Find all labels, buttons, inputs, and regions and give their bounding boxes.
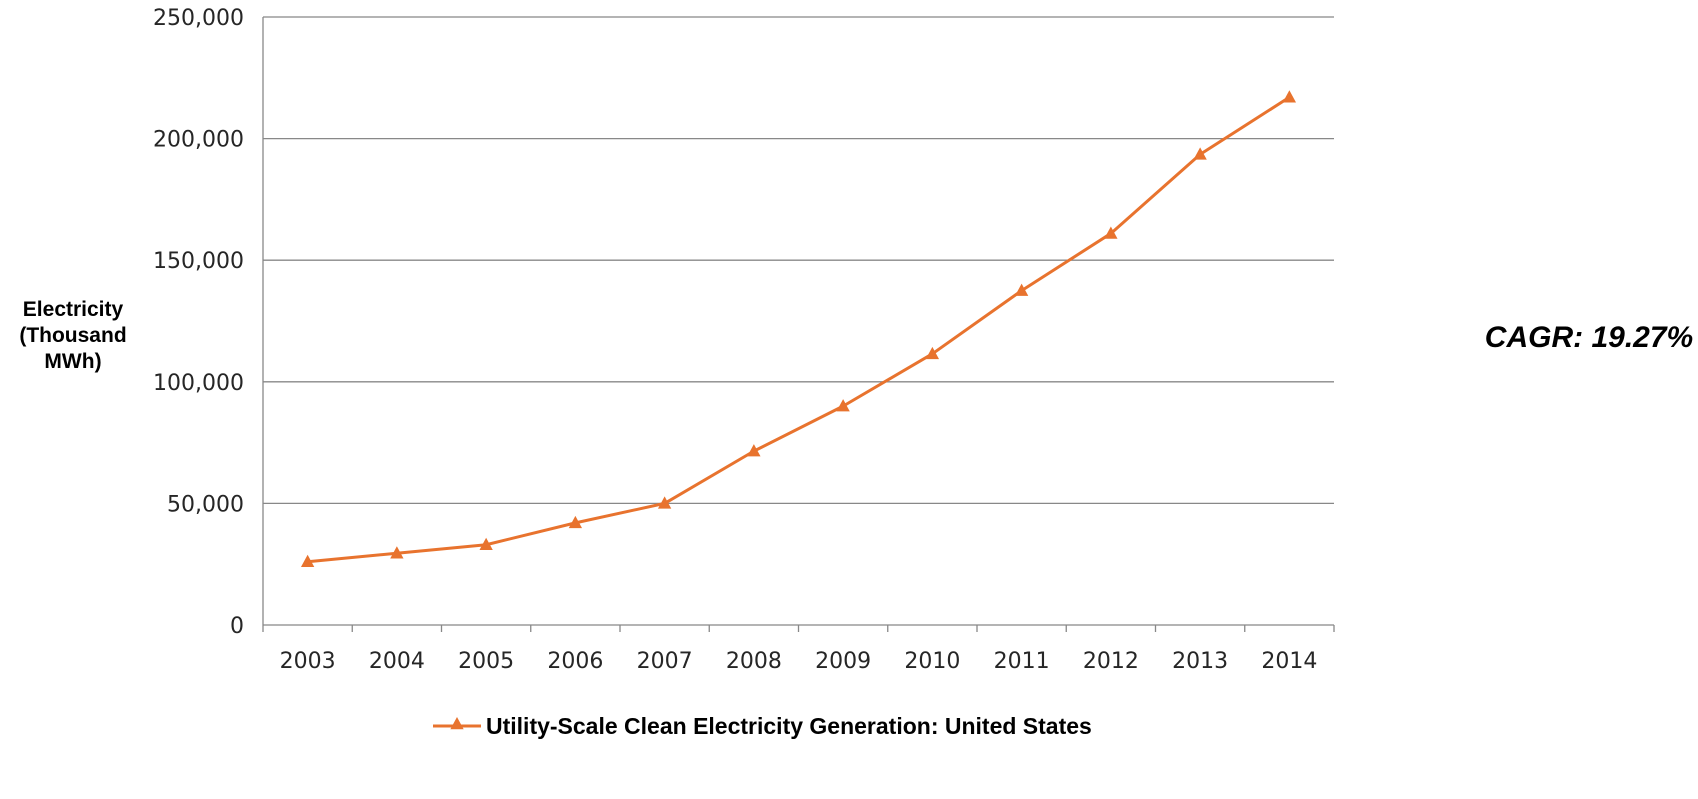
x-tick-label: 2009 (815, 649, 871, 674)
y-axis-label-line-1: Electricity (23, 298, 124, 321)
series-line (307, 95, 1291, 564)
y-tick-label: 50,000 (167, 492, 244, 517)
legend-label: Utility-Scale Clean Electricity Generati… (486, 713, 1092, 739)
data-point-marker (747, 444, 761, 457)
data-point-marker (1014, 283, 1029, 296)
y-axis-label-line-2: (Thousand (19, 324, 126, 347)
y-tick-label: 0 (230, 614, 244, 639)
y-tick-label: 200,000 (153, 128, 244, 153)
legend-marker-icon (450, 717, 464, 730)
gridlines (262, 16, 1334, 626)
data-point-marker (657, 496, 672, 509)
data-point-marker (568, 515, 583, 529)
y-tick-label: 100,000 (153, 371, 244, 396)
x-tick-label: 2010 (904, 649, 960, 674)
x-tick-label: 2006 (547, 649, 603, 674)
data-point-marker (1104, 226, 1118, 239)
y-axis-label-line-3: MWh) (44, 350, 101, 373)
data-point-marker (1193, 147, 1207, 160)
cagr-annotation: CAGR: 19.27% (1485, 321, 1693, 354)
data-point-marker (925, 346, 940, 360)
data-point-marker (300, 554, 315, 568)
data-point-marker (836, 399, 850, 412)
data-point-marker (479, 537, 493, 550)
x-tick-label: 2005 (458, 649, 514, 674)
x-tick-label: 2012 (1083, 649, 1139, 674)
x-tick-label: 2004 (369, 649, 425, 674)
x-tick-label: 2003 (280, 649, 336, 674)
y-axis-label: Electricity (Thousand MWh) (19, 298, 126, 373)
x-tick-label: 2008 (726, 649, 782, 674)
x-tick-label: 2014 (1261, 649, 1317, 674)
y-axis-ticks: 0 50,000 100,000 150,000 200,000 250,000 (153, 6, 244, 639)
y-tick-label: 150,000 (153, 249, 244, 274)
data-point-marker (390, 546, 404, 559)
data-point-marker (1282, 90, 1297, 103)
y-tick-label: 250,000 (153, 6, 244, 31)
x-tick-label: 2007 (637, 649, 693, 674)
x-tick-label: 2011 (994, 649, 1050, 674)
x-axis-ticks: 2003 2004 2005 2006 2007 2008 2009 2010 2011 2012… (262, 625, 1335, 674)
series-layer (300, 90, 1297, 568)
legend: Utility-Scale Clean Electricity Generati… (433, 713, 1092, 739)
x-tick-label: 2013 (1172, 649, 1228, 674)
